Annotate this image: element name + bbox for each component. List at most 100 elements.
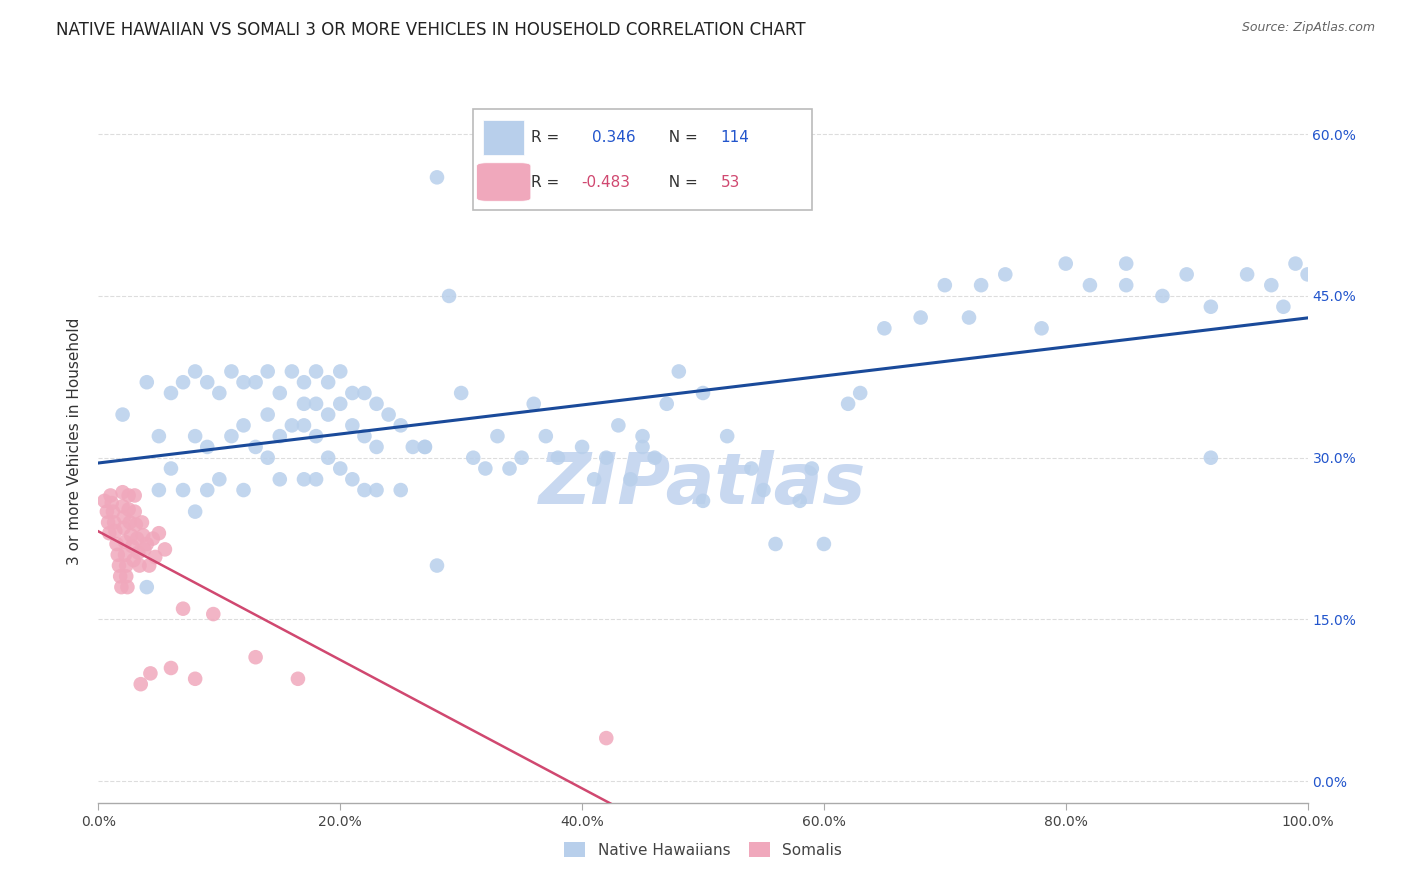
Point: [740, 461, 762, 475]
Point: [716, 429, 738, 443]
Point: [221, 364, 243, 378]
Point: [114, 548, 136, 562]
Point: [305, 397, 328, 411]
Point: [269, 472, 291, 486]
Point: [118, 516, 141, 530]
Point: [377, 408, 399, 422]
Point: [1175, 268, 1198, 282]
Point: [115, 569, 138, 583]
Point: [269, 429, 291, 443]
Point: [389, 418, 412, 433]
Point: [96, 505, 118, 519]
Point: [1296, 268, 1319, 282]
Point: [256, 408, 278, 422]
Point: [463, 450, 485, 465]
Point: [1078, 278, 1101, 293]
Point: [329, 461, 352, 475]
Point: [281, 418, 304, 433]
Point: [172, 376, 194, 390]
Point: [450, 386, 472, 401]
Point: [316, 450, 339, 465]
Point: [107, 548, 129, 562]
Point: [232, 483, 254, 497]
Point: [121, 539, 143, 553]
Point: [202, 607, 225, 621]
Point: [534, 429, 557, 443]
Point: [366, 397, 388, 411]
Point: [98, 526, 121, 541]
Point: [287, 672, 309, 686]
Point: [124, 488, 146, 502]
Point: [607, 418, 630, 433]
Point: [342, 418, 364, 433]
Point: [110, 580, 132, 594]
Point: [135, 537, 157, 551]
Point: [1054, 257, 1077, 271]
Point: [366, 440, 388, 454]
Point: [316, 376, 339, 390]
Point: [800, 461, 823, 475]
Point: [160, 386, 183, 401]
Point: [292, 472, 315, 486]
Point: [329, 364, 352, 378]
Point: [221, 429, 243, 443]
Point: [1199, 300, 1222, 314]
Point: [595, 450, 617, 465]
Point: [353, 429, 375, 443]
Point: [970, 278, 993, 293]
Point: [118, 502, 141, 516]
Point: [426, 170, 449, 185]
Point: [134, 542, 156, 557]
Point: [160, 661, 183, 675]
Point: [692, 386, 714, 401]
Point: [132, 528, 155, 542]
Point: [957, 310, 980, 325]
Point: [1115, 257, 1137, 271]
Point: [114, 534, 136, 549]
Point: [245, 440, 267, 454]
Point: [101, 505, 124, 519]
Point: [184, 429, 207, 443]
Point: [571, 440, 593, 454]
Point: [523, 397, 546, 411]
Point: [692, 493, 714, 508]
Point: [125, 517, 148, 532]
Point: [195, 483, 218, 497]
Point: [97, 516, 120, 530]
Point: [108, 558, 131, 573]
Point: [292, 376, 315, 390]
Point: [510, 450, 533, 465]
Point: [474, 461, 496, 475]
Point: [366, 483, 388, 497]
Point: [595, 731, 617, 745]
Text: ZIPatlas: ZIPatlas: [540, 450, 866, 519]
Point: [111, 485, 134, 500]
Point: [245, 650, 267, 665]
Point: [934, 278, 956, 293]
Point: [93, 493, 115, 508]
Point: [108, 569, 131, 583]
Point: [118, 488, 141, 502]
Point: [127, 532, 149, 546]
Point: [120, 528, 142, 542]
Point: [305, 429, 328, 443]
Point: [1115, 278, 1137, 293]
Point: [122, 553, 145, 567]
Point: [148, 526, 170, 541]
Point: [143, 549, 166, 564]
Point: [208, 386, 231, 401]
Point: [172, 601, 194, 615]
Point: [644, 450, 666, 465]
Point: [1236, 268, 1258, 282]
Point: [184, 672, 207, 686]
Point: [342, 386, 364, 401]
Point: [184, 505, 207, 519]
Point: [281, 364, 304, 378]
Point: [789, 493, 811, 508]
Point: [910, 310, 932, 325]
Point: [208, 472, 231, 486]
Point: [353, 483, 375, 497]
Point: [342, 472, 364, 486]
Point: [486, 429, 509, 443]
Point: [849, 386, 872, 401]
